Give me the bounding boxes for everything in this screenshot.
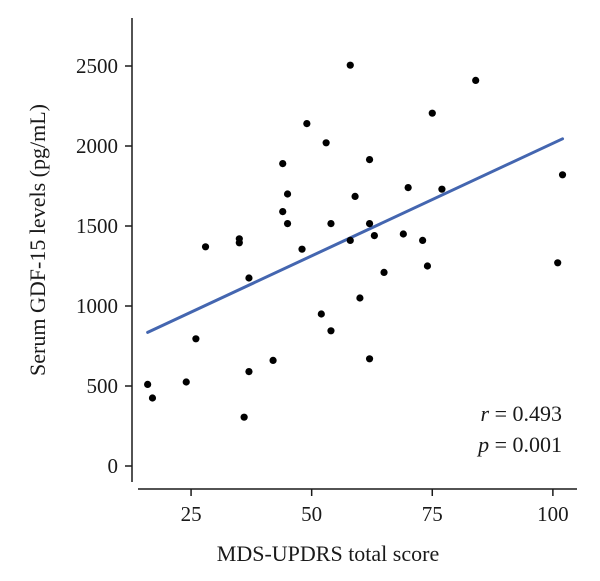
data-point — [423, 262, 432, 270]
data-point — [201, 243, 210, 251]
data-point — [356, 294, 364, 302]
data-point — [303, 120, 311, 128]
data-point — [419, 236, 427, 244]
y-axis: 0 500 1000 1500 2000 2500 — [76, 18, 133, 482]
data-point — [144, 380, 152, 388]
data-point — [192, 335, 200, 343]
data-point — [182, 378, 190, 386]
y-tick-label: 1500 — [76, 214, 118, 238]
data-point — [245, 368, 253, 376]
data-point — [327, 220, 335, 228]
data-point — [558, 171, 567, 179]
x-tick-label: 25 — [181, 502, 202, 526]
data-point — [554, 259, 562, 267]
data-point — [365, 355, 374, 363]
y-tick-label: 2500 — [76, 54, 118, 78]
x-axis: 25 50 75 100 — [138, 488, 577, 526]
y-tick-label: 2000 — [76, 134, 118, 158]
data-point — [365, 220, 374, 228]
data-point — [404, 184, 412, 192]
x-tick-label: 100 — [537, 502, 569, 526]
x-tick-label: 75 — [422, 502, 443, 526]
data-points — [144, 61, 567, 421]
data-point — [279, 160, 287, 168]
data-point — [351, 192, 359, 200]
y-tick-label: 500 — [87, 374, 119, 398]
p-value-annotation: p = 0.001 — [476, 432, 562, 457]
data-point — [380, 268, 388, 276]
data-point — [346, 61, 354, 69]
p-value: = 0.001 — [489, 432, 562, 457]
data-point — [365, 156, 374, 164]
data-point — [283, 190, 292, 198]
data-point — [399, 230, 407, 238]
data-point — [269, 356, 277, 364]
data-point — [438, 185, 446, 193]
data-point — [322, 139, 330, 147]
x-tick-label: 50 — [301, 502, 322, 526]
data-point — [472, 76, 480, 84]
data-point — [279, 208, 287, 216]
data-point — [240, 413, 248, 421]
y-axis-title: Serum GDF-15 levels (pg/mL) — [25, 104, 50, 376]
x-axis-title: MDS-UPDRS total score — [217, 541, 439, 566]
data-point — [298, 245, 306, 253]
regression-line — [146, 137, 565, 334]
data-point — [235, 239, 243, 247]
r-value: = 0.493 — [489, 401, 562, 426]
correlation-annotation: r = 0.493 — [481, 401, 562, 426]
y-tick-label: 0 — [108, 454, 119, 478]
p-symbol: p — [476, 432, 489, 457]
regression-line-layer — [146, 137, 565, 334]
data-point — [327, 327, 335, 335]
data-point — [283, 220, 292, 228]
data-point — [148, 394, 157, 402]
y-tick-label: 1000 — [76, 294, 118, 318]
r-symbol: r — [481, 401, 490, 426]
data-point — [317, 310, 325, 318]
data-point — [370, 232, 378, 240]
data-point — [428, 109, 436, 117]
data-point — [346, 236, 354, 244]
data-point — [245, 274, 253, 282]
